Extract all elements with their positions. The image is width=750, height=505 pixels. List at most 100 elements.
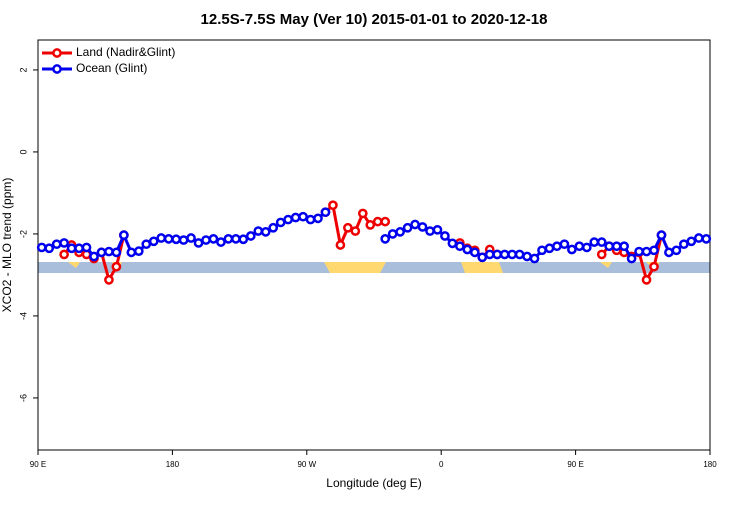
data-point [260, 227, 271, 237]
data-point [96, 247, 107, 258]
surface-strip [38, 262, 710, 273]
data-point [380, 216, 391, 227]
data-point [163, 234, 174, 244]
y-tick-label: -4 [18, 312, 28, 320]
data-point [186, 233, 196, 243]
data-point [253, 226, 264, 236]
x-tick-label: 90 W [297, 460, 316, 469]
legend-label: Land (Nadir&Glint) [76, 45, 175, 59]
data-point [447, 238, 458, 249]
data-point [305, 214, 316, 225]
data-point [596, 237, 607, 247]
data-point [89, 251, 99, 262]
y-tick-label: 2 [18, 67, 28, 72]
data-point [335, 240, 346, 250]
data-point [141, 239, 152, 250]
data-point [380, 234, 391, 244]
data-point [372, 216, 383, 227]
data-point [343, 222, 353, 233]
data-point [395, 227, 405, 237]
x-tick-label: 90 E [30, 460, 46, 469]
data-point [320, 207, 331, 218]
data-point [402, 222, 413, 233]
legend-marker [52, 64, 62, 74]
data-point [104, 275, 114, 285]
data-point [178, 235, 189, 245]
data-point [529, 253, 540, 264]
land-strip [68, 262, 80, 268]
data-point [283, 214, 293, 225]
data-point [522, 251, 532, 262]
land-strip [324, 262, 386, 273]
legend-marker [52, 48, 62, 58]
data-point [641, 246, 652, 257]
x-tick-label: 180 [703, 460, 717, 469]
data-point [552, 241, 562, 252]
data-point [664, 247, 674, 258]
data-point [507, 249, 517, 260]
land-strip [461, 262, 503, 273]
data-point [81, 242, 92, 253]
land-strip [600, 262, 612, 268]
data-point [604, 241, 615, 252]
x-tick-label: 90 E [567, 460, 583, 469]
y-tick-label: 0 [18, 149, 28, 154]
data-point [268, 222, 279, 233]
data-point [477, 252, 488, 263]
data-point [59, 249, 69, 260]
data-point [701, 234, 712, 244]
data-point [126, 247, 137, 258]
data-point [298, 211, 308, 222]
data-point [365, 220, 376, 230]
data-point [357, 208, 368, 219]
y-axis-label: XCO2 - MLO trend (ppm) [0, 178, 14, 313]
data-point [350, 226, 361, 236]
data-point [574, 241, 585, 252]
data-point [455, 241, 465, 252]
data-point [611, 241, 622, 252]
data-point [469, 247, 480, 258]
data-point [514, 249, 525, 260]
data-point [641, 275, 652, 285]
data-point [111, 261, 122, 272]
data-point [328, 200, 338, 211]
data-point [133, 246, 144, 256]
data-point [679, 239, 689, 250]
data-point [216, 237, 226, 247]
data-point [484, 249, 495, 260]
data-point [581, 242, 592, 253]
x-axis-label: Longitude (deg E) [326, 476, 421, 490]
data-point [567, 244, 577, 255]
data-point [686, 236, 697, 247]
data-point [44, 243, 55, 254]
data-point [559, 239, 570, 250]
data-point [440, 231, 450, 241]
data-point [589, 237, 600, 247]
data-point [499, 249, 510, 260]
data-point [111, 247, 122, 258]
data-point [74, 243, 84, 254]
data-point [208, 234, 219, 244]
data-point [619, 241, 629, 252]
data-point [36, 242, 47, 253]
data-point [462, 244, 473, 255]
data-point [537, 245, 547, 256]
data-point [245, 231, 256, 241]
data-point [387, 229, 398, 239]
data-point [171, 234, 181, 245]
data-point [313, 213, 323, 224]
data-point [59, 238, 69, 248]
x-tick-label: 0 [439, 460, 444, 469]
data-point [51, 239, 62, 250]
data-point [290, 212, 301, 223]
data-point [193, 238, 204, 248]
data-point [238, 234, 249, 245]
data-point [231, 234, 241, 244]
data-point [634, 246, 644, 257]
data-point [656, 230, 667, 241]
data-point [671, 245, 682, 256]
data-point [432, 224, 443, 235]
data-point [410, 219, 420, 230]
data-point [156, 233, 167, 243]
